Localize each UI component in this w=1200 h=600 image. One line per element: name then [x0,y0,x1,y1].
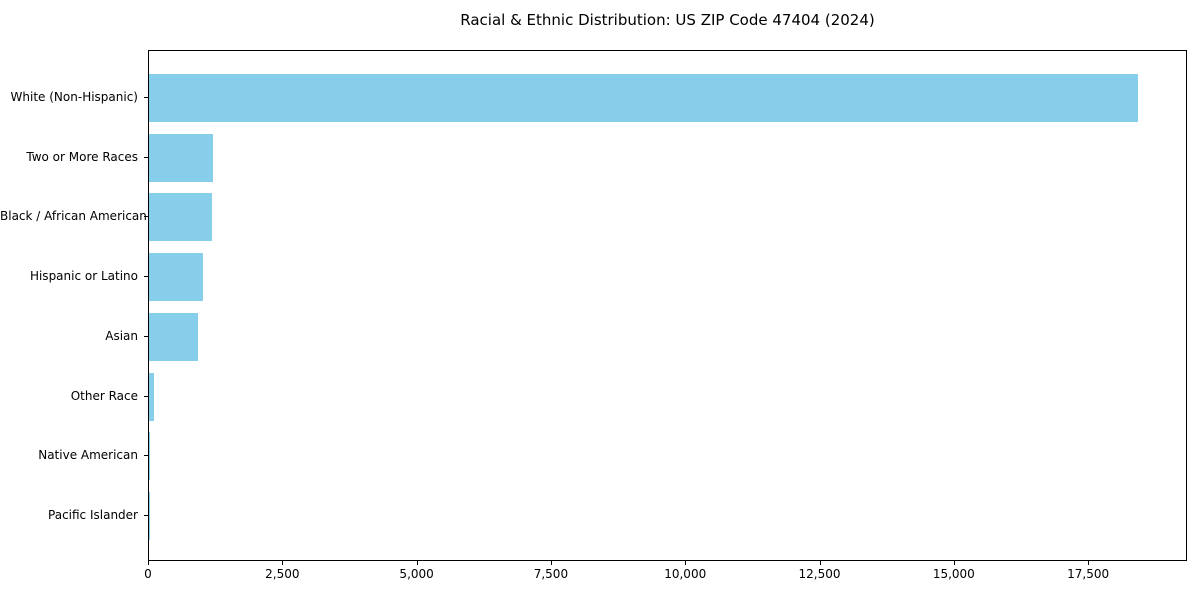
bar [149,193,213,242]
bar [149,253,203,302]
x-axis-label: 17,500 [1067,567,1110,581]
bar [149,432,150,481]
x-tick-mark [282,561,284,565]
x-tick-mark [1088,561,1090,565]
x-axis-label: 10,000 [664,567,707,581]
y-tick-mark [144,514,148,516]
bar [149,372,154,421]
bar [149,74,1138,122]
y-tick-mark [144,335,148,337]
x-axis-label: 0 [144,567,152,581]
x-axis-label: 12,500 [798,567,841,581]
x-tick-mark [550,561,552,565]
y-axis-label: Asian [105,328,138,343]
plot-area [148,50,1187,561]
chart-title: Racial & Ethnic Distribution: US ZIP Cod… [460,11,875,29]
x-axis-label: 5,000 [399,567,434,581]
y-axis-label: Black / African American [0,209,147,224]
y-tick-mark [144,97,148,98]
y-tick-mark [144,156,148,158]
x-axis-label: 7,500 [533,567,569,581]
x-axis-label: 2,500 [265,567,300,581]
y-axis-label: Two or More Races [26,149,138,164]
bar [149,312,198,361]
y-tick-mark [144,455,148,457]
x-tick-mark [148,561,149,565]
x-tick-mark [685,561,687,565]
x-tick-mark [953,561,955,565]
bar [149,133,214,182]
y-axis-label: Native American [38,448,138,463]
y-axis-label: Hispanic or Latino [29,269,138,284]
x-tick-mark [416,561,418,565]
y-axis-label: Other Race [70,388,138,403]
y-axis-label: Pacific Islander [48,507,138,522]
x-tick-mark [819,561,821,565]
y-tick-mark [144,395,148,397]
y-tick-mark [144,276,148,278]
y-axis-label: White (Non-Hispanic) [10,90,138,104]
x-axis-label: 15,000 [932,567,975,581]
y-tick-mark [144,216,148,218]
